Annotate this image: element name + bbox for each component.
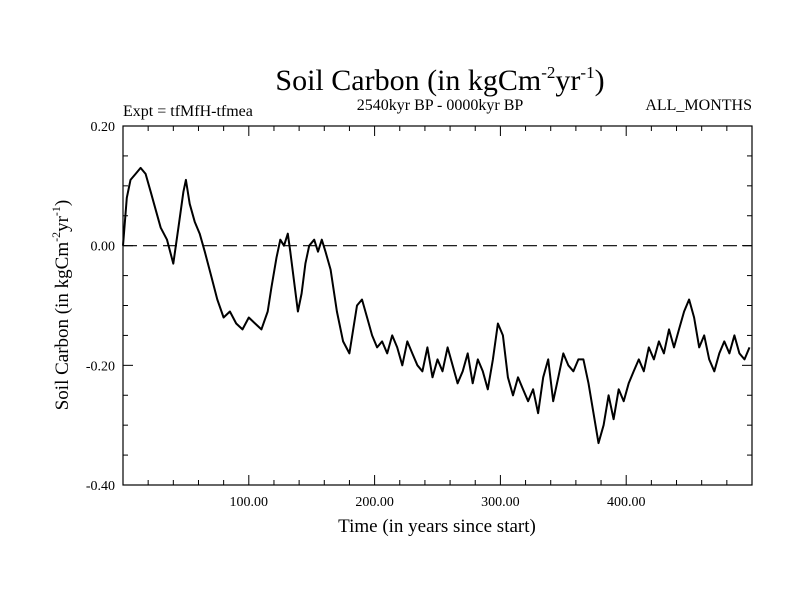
y-tick-label: 0.20 [91,120,116,135]
ylabel-mid: yr [52,215,73,232]
x-tick-label: 100.00 [230,495,269,510]
axis-ticks: 100.00 200.00 300.00 400.00 -0.40 -0.20 0.00 0.… [86,120,752,510]
x-tick-label: 200.00 [355,495,394,510]
title-sup-1: -2 [541,63,555,82]
ylabel-sup-1: -2 [49,232,63,242]
y-tick-label: 0.00 [91,240,116,255]
ylabel-sup-2: -1 [49,206,63,216]
x-tick-label: 300.00 [481,495,520,510]
title-mid: yr [555,64,580,97]
subtitle-experiment: Expt = tfMfH-tfmea [123,103,253,120]
y-axis-label: Soil Carbon (in kgCm-2yr-1) [49,200,73,411]
x-tick-label: 400.00 [607,495,646,510]
subtitle-months: ALL_MONTHS [645,97,752,114]
y-tick-label: -0.40 [86,479,115,494]
plot-frame [122,125,753,486]
title-end: ) [595,64,605,97]
subtitle-period: 2540kyr BP - 0000kyr BP [357,97,524,114]
ylabel-end: ) [52,200,73,206]
x-axis-label: Time (in years since start) [338,516,536,537]
title-main: Soil Carbon (in kgCm [275,64,541,97]
chart-title: Soil Carbon (in kgCm-2yr-1) [275,63,604,97]
ylabel-main: Soil Carbon (in kgCm [52,242,73,411]
series-line-soil-carbon [122,166,751,445]
y-tick-label: -0.20 [86,359,115,374]
title-sup-2: -1 [580,63,594,82]
